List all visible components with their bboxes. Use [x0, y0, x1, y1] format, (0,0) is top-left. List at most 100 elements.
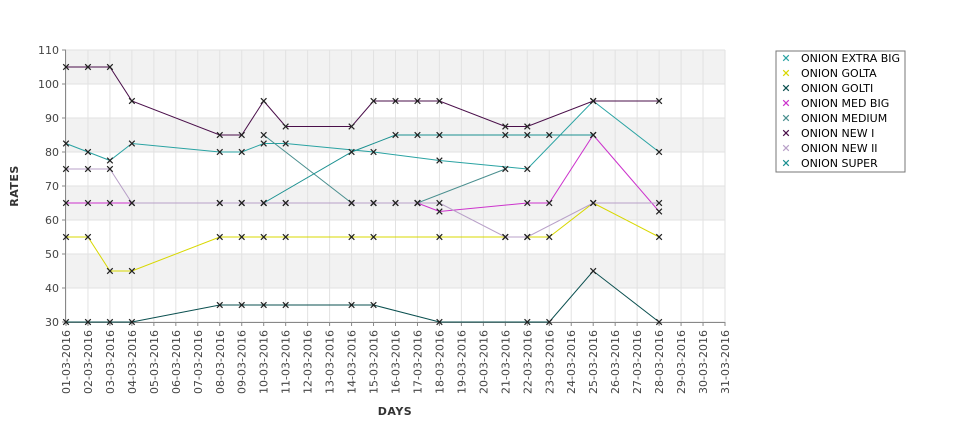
data-point — [62, 140, 70, 147]
y-tick-label: 90 — [45, 112, 59, 125]
data-point — [370, 148, 377, 156]
data-point — [106, 199, 114, 207]
data-point — [84, 148, 92, 156]
data-point — [216, 131, 223, 139]
data-point — [282, 140, 289, 147]
legend-marker — [782, 159, 790, 167]
data-point — [238, 199, 245, 207]
data-point — [238, 148, 245, 156]
x-tick-label: 29-03-2016 — [675, 330, 688, 394]
data-point — [238, 301, 245, 309]
data-point — [260, 97, 267, 105]
data-point — [392, 131, 399, 139]
y-tick-label: 60 — [45, 214, 59, 227]
legend-marker — [782, 144, 790, 152]
legend-entry-label: ONION MEDIUM — [801, 112, 887, 125]
x-axis-label: DAYS — [378, 405, 412, 418]
data-point — [62, 63, 70, 71]
data-point — [282, 301, 289, 309]
data-point — [589, 199, 597, 207]
legend-marker — [782, 54, 790, 62]
x-tick-label: 31-03-2016 — [719, 330, 732, 394]
data-point — [216, 301, 223, 309]
legend-entry-label: ONION NEW II — [801, 142, 878, 155]
data-point — [84, 199, 92, 207]
x-tick-label: 20-03-2016 — [477, 330, 490, 394]
data-point — [436, 208, 443, 215]
data-point — [436, 131, 443, 139]
data-point — [524, 318, 531, 326]
data-point — [502, 233, 509, 241]
y-axis-label: RATES — [8, 165, 21, 207]
data-point — [589, 131, 597, 139]
data-point — [524, 131, 531, 139]
x-tick-label: 22-03-2016 — [521, 330, 534, 394]
data-point — [655, 148, 663, 156]
x-tick-label: 17-03-2016 — [411, 330, 424, 394]
data-point — [546, 131, 553, 139]
data-point — [589, 97, 597, 105]
y-tick-label: 40 — [45, 282, 59, 295]
series-onion-golti — [62, 267, 663, 326]
y-tick-label: 110 — [38, 44, 59, 57]
x-tick-label: 24-03-2016 — [565, 330, 578, 394]
y-tick-label: 80 — [45, 146, 59, 159]
x-tick-labels: 01-03-2016 02-03-2016 03-03-2016 04-03-2016… — [60, 330, 732, 394]
legend-entry-label: ONION EXTRA BIG — [801, 52, 900, 65]
x-tick-label: 05-03-2016 — [148, 330, 161, 394]
series-onion-new-ii — [62, 165, 663, 241]
data-point — [655, 318, 663, 326]
x-tick-label: 11-03-2016 — [280, 330, 293, 394]
data-point — [106, 318, 114, 326]
x-tick-label: 01-03-2016 — [60, 330, 73, 394]
series-onion-new-i — [62, 63, 663, 139]
data-point — [546, 199, 553, 207]
data-point — [348, 148, 355, 156]
data-point — [106, 267, 114, 275]
data-point — [106, 63, 114, 71]
data-point — [655, 97, 663, 105]
data-point — [128, 140, 136, 147]
data-point — [128, 318, 136, 326]
x-tick-label: 27-03-2016 — [631, 330, 644, 394]
x-tick-label: 08-03-2016 — [214, 330, 227, 394]
data-point — [282, 233, 289, 241]
data-point — [62, 165, 70, 173]
y-tick-label: 50 — [45, 248, 59, 261]
data-point — [260, 131, 267, 139]
data-point — [216, 148, 223, 156]
series-onion-extra-big — [62, 97, 663, 173]
x-tick-label: 21-03-2016 — [499, 330, 512, 394]
data-point — [524, 123, 531, 130]
legend: ONION EXTRA BIG ONION GOLTA ONION GOLTI ONI… — [775, 50, 906, 173]
data-point — [128, 97, 136, 105]
data-point — [589, 267, 597, 275]
data-point — [436, 318, 443, 326]
x-tick-label: 06-03-2016 — [170, 330, 183, 394]
data-point — [392, 97, 399, 105]
x-tick-label: 18-03-2016 — [433, 330, 446, 394]
data-point — [436, 199, 443, 207]
legend-box — [775, 50, 906, 173]
data-point — [348, 123, 355, 130]
x-tick-label: 02-03-2016 — [82, 330, 95, 394]
data-point — [524, 233, 531, 241]
axes — [62, 49, 726, 326]
y-tick-labels: 30 40 50 60 70 80 90 100 110 — [38, 44, 59, 329]
legend-marker — [782, 69, 790, 77]
data-point — [348, 233, 355, 241]
data-point — [260, 233, 267, 241]
legend-marker — [782, 99, 790, 107]
legend-entry-label: ONION GOLTI — [801, 82, 873, 95]
data-point — [282, 199, 289, 207]
legend-entry-label: ONION NEW I — [801, 127, 874, 140]
data-point — [62, 318, 70, 326]
data-point — [84, 165, 92, 173]
data-point — [260, 199, 267, 207]
x-tick-label: 26-03-2016 — [609, 330, 622, 394]
data-point — [106, 157, 114, 164]
x-tick-label: 09-03-2016 — [236, 330, 249, 394]
data-point — [502, 165, 509, 173]
data-point — [260, 301, 267, 309]
